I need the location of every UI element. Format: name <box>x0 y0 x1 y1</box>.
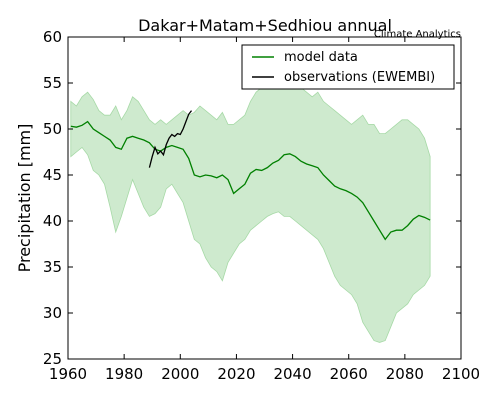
y-tick-label: 30 <box>43 304 62 322</box>
x-tick-label: 2020 <box>217 365 255 383</box>
x-tick-label: 2040 <box>273 365 311 383</box>
legend-label-model: model data <box>284 50 358 65</box>
x-tick-label: 1980 <box>105 365 143 383</box>
y-tick-label: 60 <box>43 28 62 46</box>
x-tick-label: 2000 <box>161 365 199 383</box>
plot-frame <box>67 36 462 360</box>
series-line-model <box>70 120 431 241</box>
y-tick-label: 35 <box>43 258 62 276</box>
y-tick-label: 40 <box>43 212 62 230</box>
axes: 1960 1980 2000 2020 2040 2060 2080 2100 25 30 35 40… <box>43 28 480 383</box>
legend: model data observations (EWEMBI) <box>241 44 455 90</box>
y-tick-label: 55 <box>43 74 62 92</box>
y-tick-label: 25 <box>43 350 62 368</box>
x-tick-label: 2100 <box>442 365 480 383</box>
y-tick-label: 45 <box>43 166 62 184</box>
chart-watermark: Climate Analytics <box>374 29 461 40</box>
plot-area <box>70 73 431 343</box>
y-axis-label: Precipitation [mm] <box>15 124 34 273</box>
legend-label-observations: observations (EWEMBI) <box>284 70 435 85</box>
x-tick-label: 2080 <box>386 365 424 383</box>
x-tick-label: 1960 <box>49 365 87 383</box>
chart-title: Dakar+Matam+Sedhiou annual <box>138 16 392 35</box>
series-line-observations <box>148 110 193 168</box>
legend-box <box>241 44 455 90</box>
x-tick-label: 2060 <box>330 365 368 383</box>
y-tick-label: 50 <box>43 120 62 138</box>
model-range-band <box>70 73 431 343</box>
